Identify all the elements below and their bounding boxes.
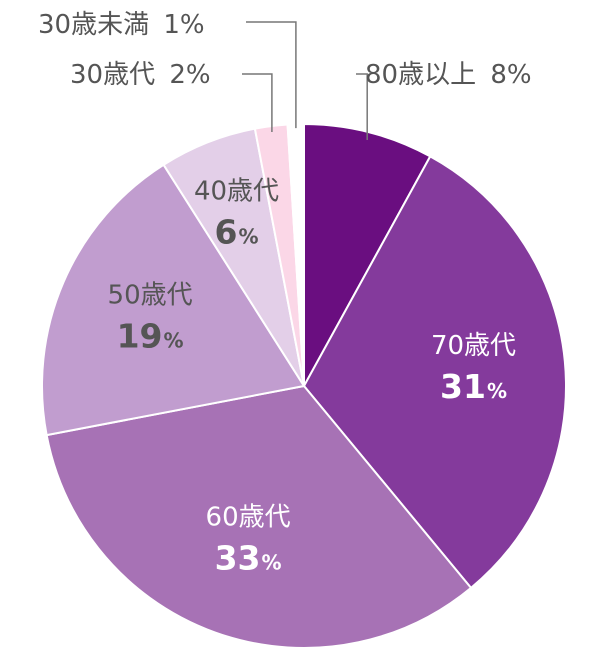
- leader-80-plus: [356, 73, 368, 140]
- slice-80-plus: [303, 122, 432, 387]
- label-40s-name: 40歳代: [194, 177, 279, 207]
- slice-50s: [41, 163, 306, 437]
- leader-lines: [242, 21, 368, 140]
- label-30s-name: 30歳代: [70, 60, 155, 90]
- label-50s-name: 50歳代: [108, 280, 193, 310]
- inside-labels: 70歳代 31% 60歳代 33% 50歳代 19% 40歳代 6%: [108, 177, 516, 578]
- label-80-plus-value: 8%: [490, 60, 531, 90]
- leader-under-30: [246, 21, 297, 129]
- label-70s-name: 70歳代: [431, 331, 516, 361]
- label-50s-value: 19%: [117, 316, 184, 355]
- label-under-30-value: 1%: [163, 10, 204, 40]
- label-80-plus: 80歳以上 8%: [365, 60, 532, 90]
- label-30s-value: 2%: [169, 60, 210, 90]
- label-under-30-name: 30歳未満: [38, 10, 149, 40]
- label-70s-value: 31%: [440, 367, 507, 406]
- slice-60s: [45, 384, 473, 649]
- label-30s: 30歳代 2%: [70, 60, 211, 90]
- leader-30s: [242, 73, 273, 132]
- label-under-30: 30歳未満 1%: [38, 10, 205, 40]
- slice-70s: [302, 155, 567, 590]
- label-60s-name: 60歳代: [206, 502, 291, 532]
- label-60s-value: 33%: [215, 538, 282, 577]
- label-40s-value: 6%: [214, 213, 258, 252]
- label-80-plus-name: 80歳以上: [365, 60, 476, 90]
